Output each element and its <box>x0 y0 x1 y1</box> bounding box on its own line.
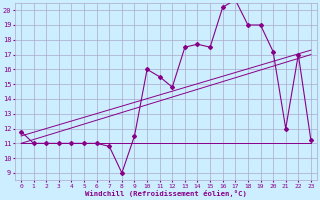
X-axis label: Windchill (Refroidissement éolien,°C): Windchill (Refroidissement éolien,°C) <box>85 190 247 197</box>
